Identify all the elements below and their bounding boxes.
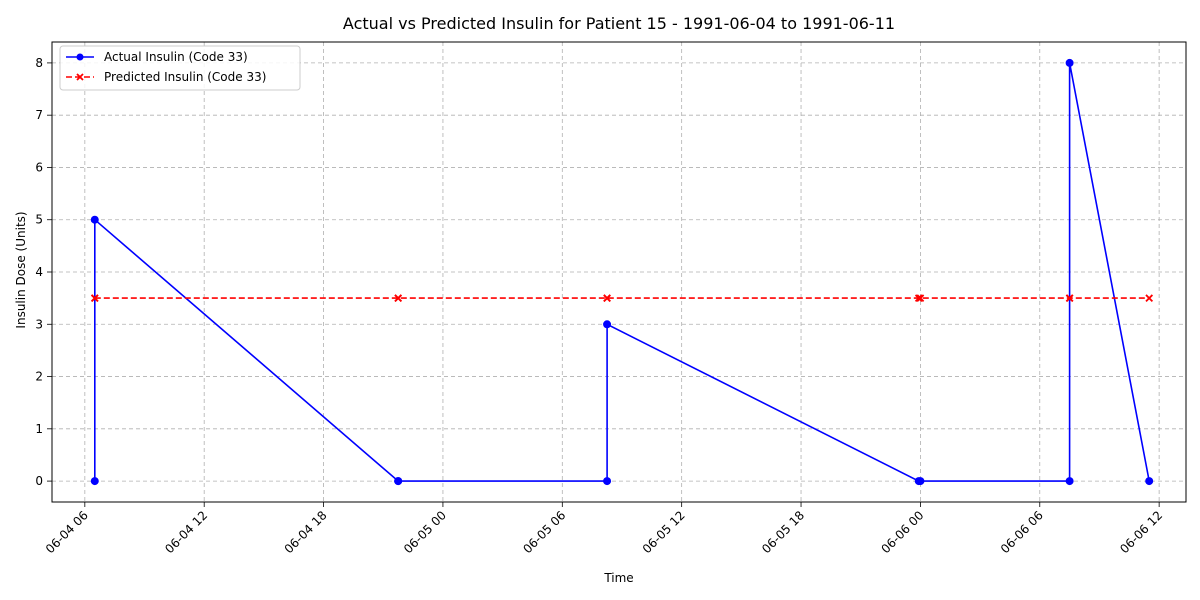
data-point: [90, 477, 99, 486]
legend-marker: [76, 73, 84, 81]
series-actual-insulin: [90, 58, 1154, 486]
data-point: [914, 294, 923, 302]
legend-label: Predicted Insulin (Code 33): [104, 70, 266, 84]
x-tick-label: 06-04 06: [43, 508, 91, 556]
x-tick-label: 06-06 12: [1117, 508, 1165, 556]
data-point: [90, 215, 99, 224]
grid: [52, 42, 1186, 502]
data-point: [916, 294, 925, 302]
plot-frame: [51, 41, 1187, 503]
y-axis-title: Insulin Dose (Units): [14, 211, 28, 328]
y-tick-label: 3: [35, 317, 43, 331]
y-tick-label: 2: [35, 370, 43, 384]
y-tick-label: 5: [35, 213, 43, 227]
chart-title: Actual vs Predicted Insulin for Patient …: [343, 14, 895, 33]
series-predicted-insulin: [90, 294, 1154, 302]
legend-label: Actual Insulin (Code 33): [104, 50, 248, 64]
x-tick-label: 06-05 12: [640, 508, 688, 556]
data-point: [1065, 58, 1074, 67]
data-point: [1145, 294, 1154, 302]
x-tick-label: 06-05 18: [759, 508, 807, 556]
data-point: [916, 477, 925, 486]
x-axis-title: Time: [603, 571, 633, 585]
x-tick-label: 06-05 06: [520, 508, 568, 556]
legend-marker: [76, 53, 84, 61]
legend-box: [59, 45, 301, 91]
x-tick-label: 06-06 06: [998, 508, 1046, 556]
legend: Actual Insulin (Code 33) Predicted Insuli…: [59, 45, 301, 91]
data-point: [394, 294, 403, 302]
data-point: [603, 294, 611, 302]
axes: 06-04 06 06-04 12 06-04 18 06-05 00 06-05 06…: [35, 41, 1187, 556]
x-tick-label: 06-06 00: [878, 508, 926, 556]
series-layer: [90, 58, 1154, 486]
data-point: [1065, 294, 1074, 302]
x-tick-label: 06-04 12: [162, 508, 210, 556]
y-tick-label: 7: [35, 108, 43, 122]
data-point: [603, 477, 612, 486]
data-point: [603, 320, 612, 329]
y-tick-label: 0: [35, 474, 43, 488]
y-tick-label: 1: [35, 422, 43, 436]
y-tick-label: 8: [35, 56, 43, 70]
y-tick-label: 4: [35, 265, 43, 279]
data-point: [1065, 477, 1074, 486]
data-point: [1145, 477, 1154, 486]
series-line: [94, 62, 1150, 482]
x-tick-label: 06-04 18: [282, 508, 330, 556]
data-point: [90, 294, 99, 302]
data-point: [394, 477, 403, 486]
x-tick-label: 06-05 00: [401, 508, 449, 556]
y-tick-label: 6: [35, 160, 43, 174]
